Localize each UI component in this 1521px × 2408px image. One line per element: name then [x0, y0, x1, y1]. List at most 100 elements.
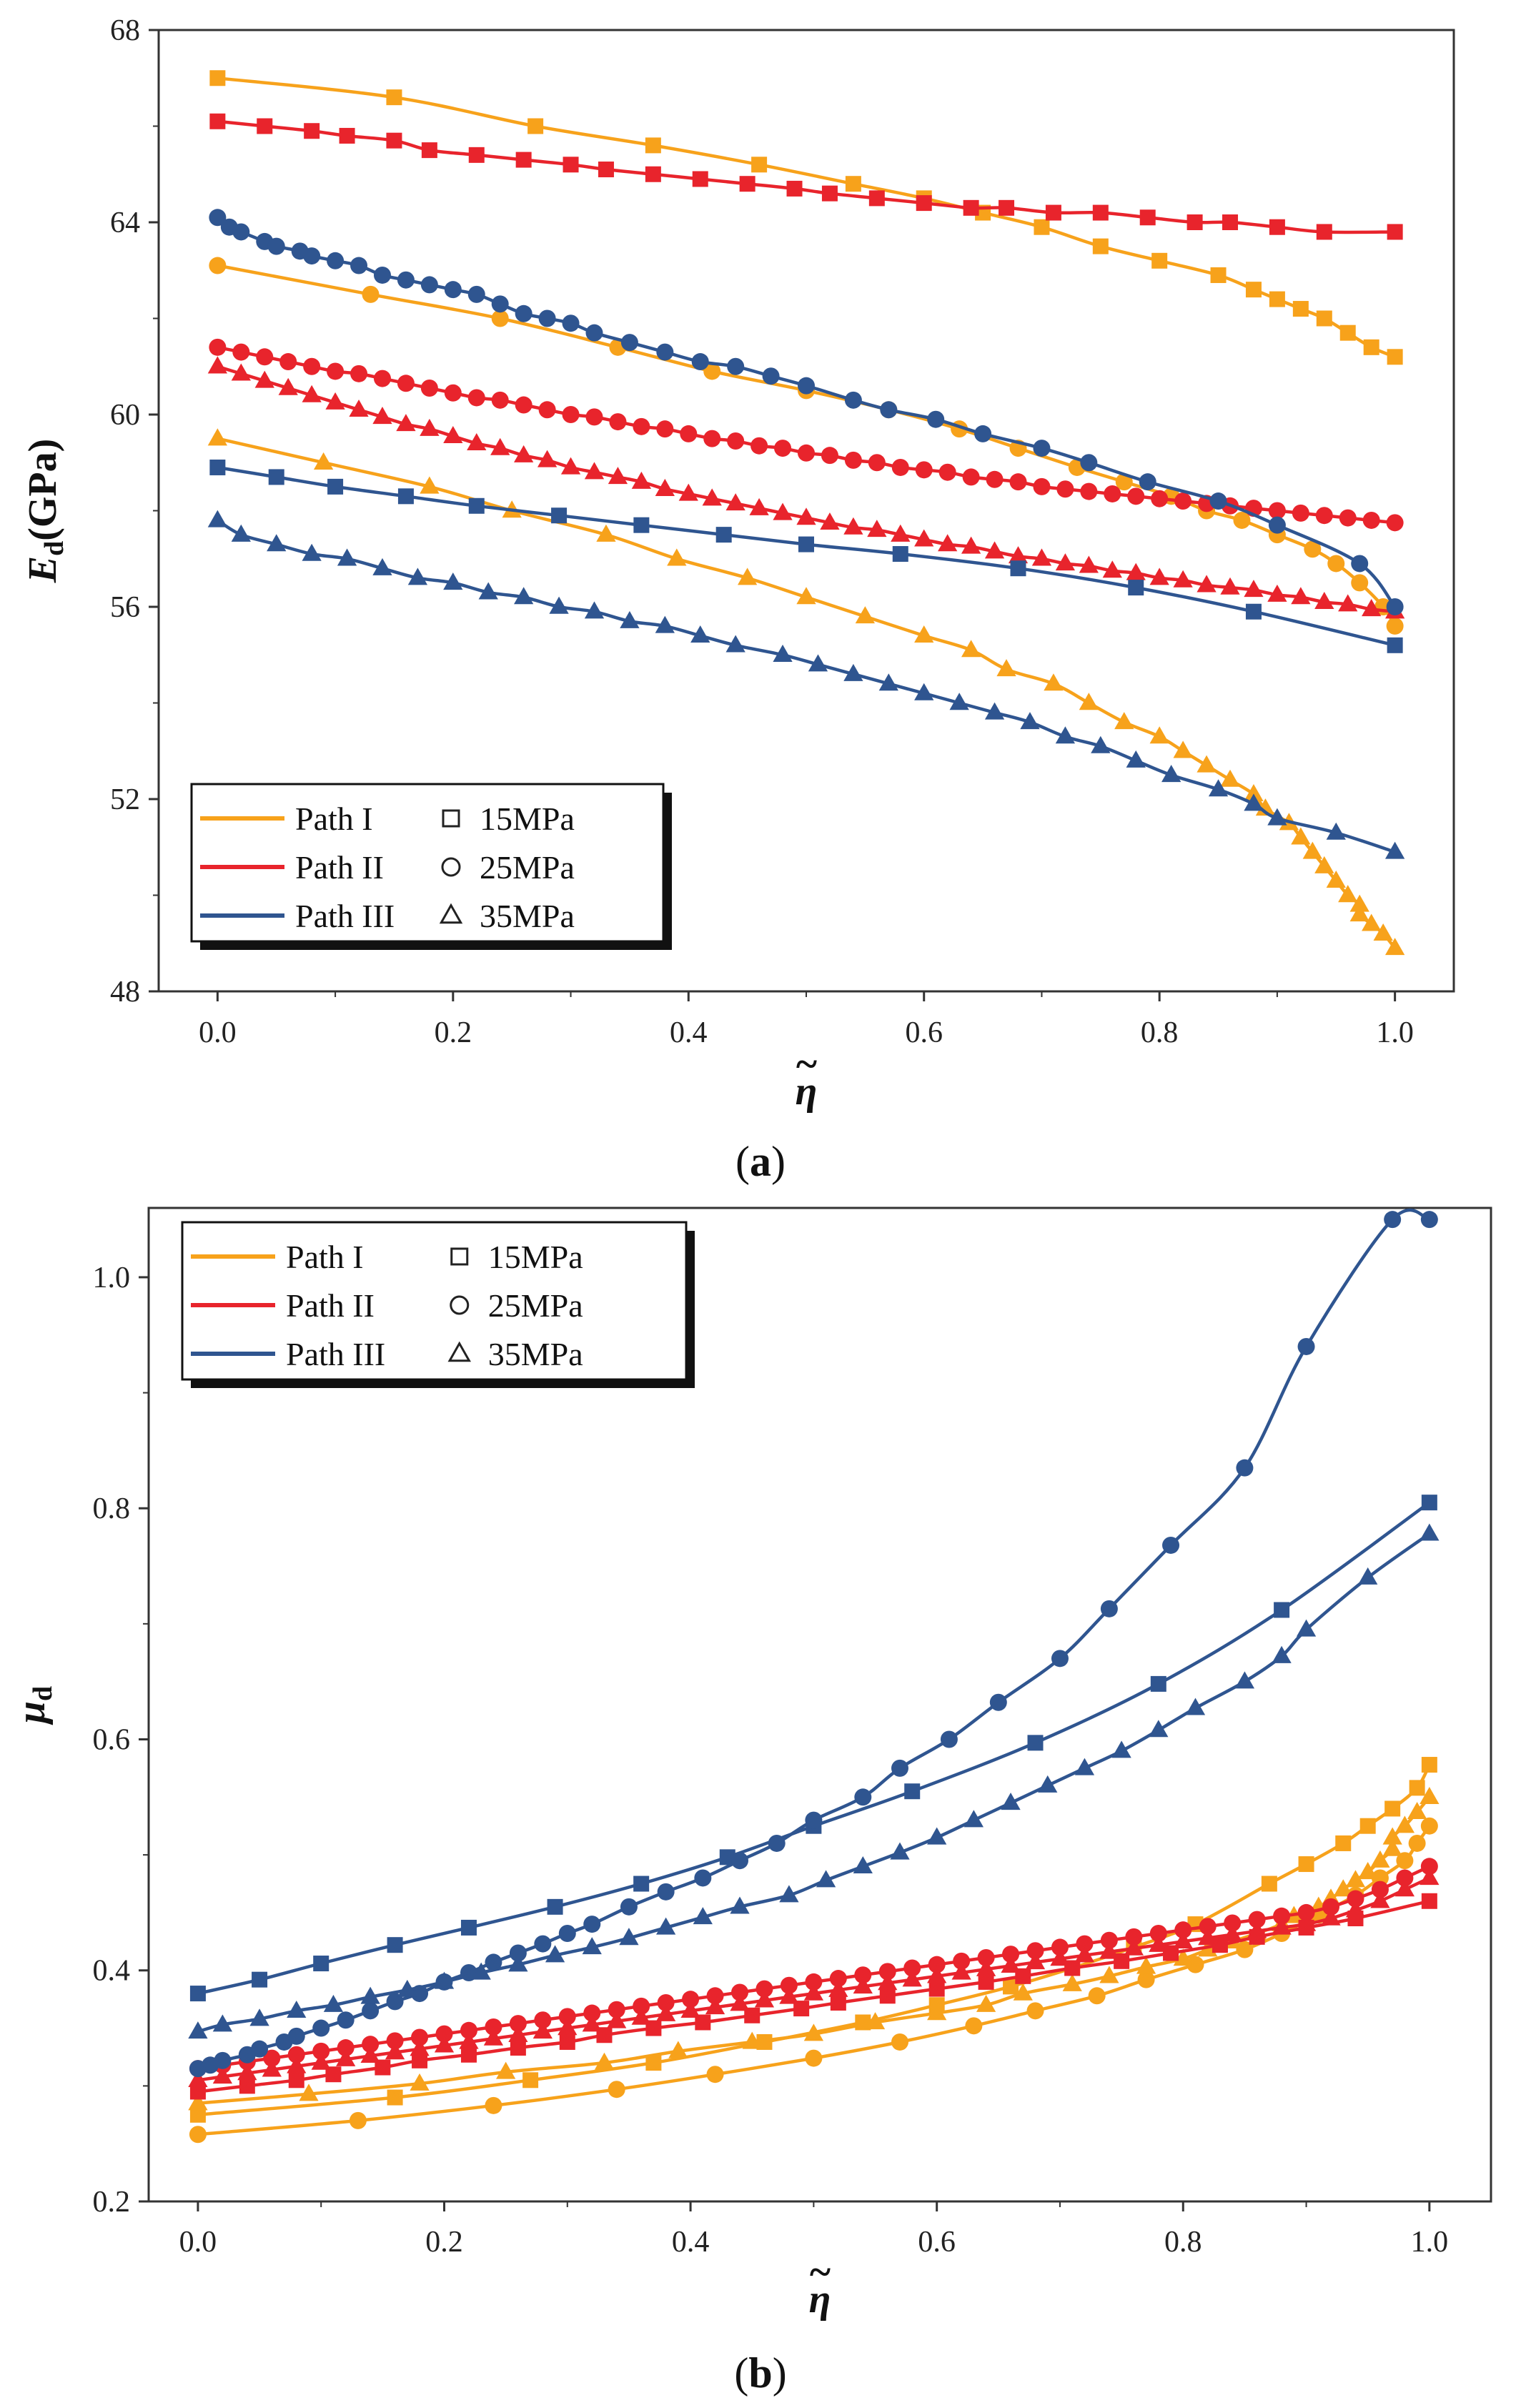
data-point [1347, 1890, 1364, 1908]
data-point [1269, 291, 1285, 307]
data-point [633, 417, 650, 435]
data-point [694, 1869, 712, 1887]
data-point [1236, 1941, 1254, 1958]
data-point [1255, 798, 1276, 816]
data-point [737, 568, 758, 585]
data-point [303, 357, 321, 375]
data-point [545, 1945, 565, 1963]
data-point [961, 640, 981, 658]
data-point [779, 1885, 799, 1903]
data-point [692, 171, 708, 187]
data-point [410, 2073, 430, 2091]
data-point [1382, 1838, 1402, 1856]
data-point [350, 365, 368, 382]
data-point [619, 1928, 639, 1946]
panel-a-caption: (a) [735, 1138, 786, 1185]
data-point [325, 2066, 342, 2083]
data-point [560, 457, 581, 475]
y-tick-label: 64 [110, 207, 140, 239]
data-point [397, 375, 415, 392]
data-point [288, 2072, 304, 2089]
data-point [1273, 1907, 1291, 1925]
data-point [1161, 765, 1181, 783]
data-point [491, 309, 509, 327]
data-point [1386, 598, 1404, 615]
data-point [188, 2021, 208, 2039]
legend-label-path-I: Path I [295, 801, 373, 837]
data-point [965, 2017, 983, 2035]
data-point [1149, 1934, 1169, 1952]
data-point [821, 185, 838, 202]
data-point [1198, 1928, 1218, 1946]
data-point [706, 2066, 724, 2084]
data-point [397, 271, 415, 289]
data-point [974, 425, 992, 442]
data-point [1384, 1211, 1402, 1229]
data-point [373, 266, 391, 284]
data-point [731, 1852, 749, 1870]
data-point [534, 2011, 552, 2029]
data-point [1382, 1827, 1402, 1845]
data-point [744, 2007, 760, 2023]
data-point [1136, 1956, 1156, 1974]
data-point [927, 2003, 947, 2021]
data-point [1349, 894, 1369, 912]
data-point [1420, 1523, 1440, 1541]
data-point [1298, 1856, 1314, 1873]
data-point [490, 437, 510, 455]
data-point [742, 2031, 762, 2049]
data-point [311, 2052, 331, 2070]
data-point [1268, 502, 1286, 520]
data-point [786, 180, 803, 197]
data-point [829, 1970, 847, 1988]
data-point [1034, 219, 1050, 235]
data-point [1394, 1879, 1415, 1897]
data-point [656, 420, 674, 438]
data-point [549, 596, 569, 614]
data-point [1051, 1650, 1069, 1668]
data-point [509, 2015, 527, 2033]
data-point [739, 176, 755, 192]
data-point [1008, 546, 1029, 564]
data-point [1074, 1758, 1095, 1775]
data-point [350, 257, 368, 274]
y-tick-label: 68 [110, 14, 140, 47]
data-point [287, 2046, 305, 2063]
y-tick-label: 52 [110, 783, 140, 816]
data-point [386, 89, 402, 106]
data-point [598, 162, 614, 178]
data-point [1359, 1818, 1376, 1834]
data-point [1050, 1948, 1070, 1966]
data-point [1126, 750, 1146, 768]
data-point [510, 2040, 526, 2056]
data-point [780, 1976, 798, 1994]
x-tick-label: 1.0 [1376, 1016, 1414, 1049]
y-tick-label: 0.6 [93, 1723, 131, 1756]
data-point [1394, 1815, 1415, 1833]
data-point [1074, 1945, 1095, 1963]
data-point [339, 127, 355, 144]
data-point [779, 1986, 799, 2004]
data-point [1125, 1928, 1143, 1946]
data-point [467, 389, 485, 407]
legend-marker-square-icon [442, 809, 460, 828]
data-point [633, 517, 650, 533]
data-point [1296, 1619, 1317, 1637]
data-point [953, 1952, 971, 1970]
data-point [976, 1994, 996, 2012]
data-point [1338, 885, 1358, 903]
series-path-II-35MPa [188, 1868, 1440, 2087]
data-point [914, 683, 934, 700]
data-point [1339, 324, 1356, 341]
data-point [1396, 1869, 1414, 1887]
data-point [655, 2003, 676, 2021]
data-point [657, 1883, 675, 1901]
data-point [655, 478, 675, 496]
x-tick-label: 0.6 [918, 2226, 956, 2259]
series-path-III-35MPa [188, 1523, 1440, 2039]
data-point [798, 377, 815, 395]
data-point [397, 488, 414, 505]
data-point [585, 324, 603, 342]
data-point [397, 1979, 417, 1997]
data-point [727, 432, 745, 450]
